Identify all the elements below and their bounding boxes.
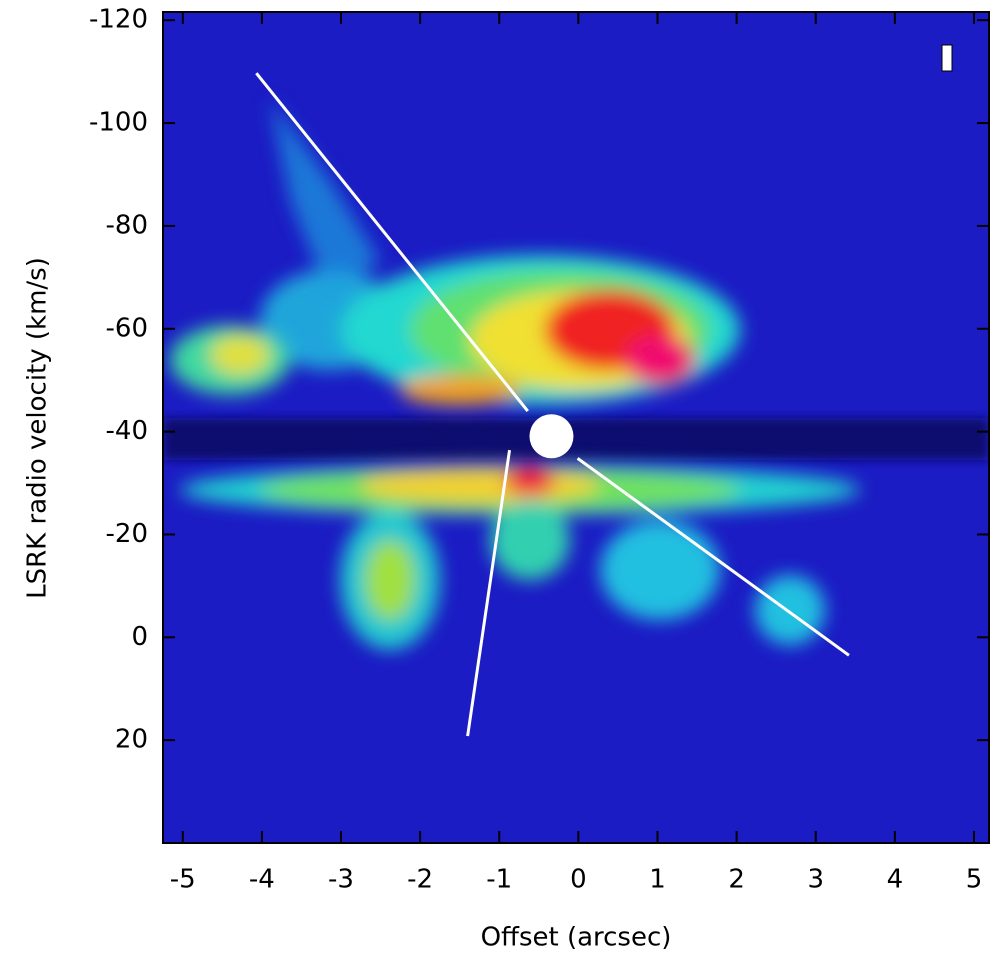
x-axis-label: Offset (arcsec)	[481, 923, 672, 953]
y-tick-label: 20	[115, 725, 148, 755]
annotation-line	[255, 72, 529, 412]
y-tick-label: -120	[89, 5, 148, 35]
x-tick-label: 0	[570, 865, 587, 895]
x-tick-label: -1	[486, 865, 512, 895]
y-tick-label: 0	[131, 622, 148, 652]
x-tick-label: 4	[887, 865, 904, 895]
x-tick-label: 2	[728, 865, 745, 895]
x-tick-label: -2	[407, 865, 433, 895]
x-tick-label: -3	[328, 865, 354, 895]
x-tick-label: 3	[807, 865, 824, 895]
annotation-line	[466, 449, 512, 737]
x-tick-label: -5	[170, 865, 196, 895]
source-marker	[529, 414, 574, 459]
emission-image	[163, 12, 989, 843]
x-tick-label: -4	[249, 865, 275, 895]
y-axis-label: LSRK radio velocity (km/s)	[23, 257, 53, 599]
y-tick-label: -60	[106, 313, 148, 343]
plot-frame	[162, 11, 990, 844]
x-tick-label: 5	[966, 865, 983, 895]
y-tick-label: -20	[106, 519, 148, 549]
legend-symbol	[941, 44, 953, 72]
annotation-line	[576, 457, 850, 657]
x-tick-label: 1	[649, 865, 666, 895]
y-tick-label: -80	[106, 210, 148, 240]
y-tick-label: -100	[89, 108, 148, 138]
y-tick-label: -40	[106, 416, 148, 446]
